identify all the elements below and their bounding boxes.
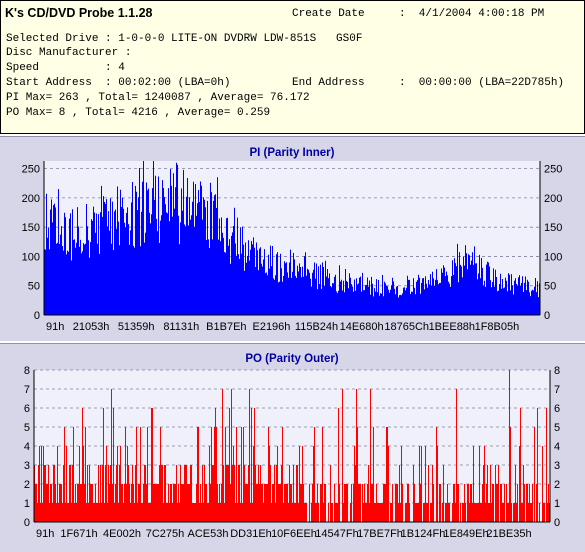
- y-tick-label-left: 0: [24, 517, 30, 529]
- y-tick-label-left: 1: [24, 498, 30, 510]
- po-summary: PO Max= 8 , Total= 4216 , Average= 0.259: [6, 107, 271, 119]
- y-tick-label-left: 200: [22, 193, 40, 205]
- x-tick-label: 4E002h: [103, 528, 141, 540]
- speed: Speed : 4: [6, 62, 125, 74]
- x-tick-label: ACE53h: [188, 528, 229, 540]
- pi-chart: PI (Parity Inner) 0 0 50 50 100 100 150 150 200 20…: [22, 147, 563, 333]
- end-address-label: End Address: [292, 77, 365, 89]
- y-tick-label-left: 2: [24, 479, 30, 491]
- y-tick-label-right: 7: [554, 384, 560, 396]
- chart-title: PI (Parity Inner): [250, 147, 335, 159]
- y-tick-label-left: 8: [24, 365, 30, 377]
- x-tick-label: DD31Eh: [230, 528, 272, 540]
- x-tick-label: 17BE7Fh: [357, 528, 403, 540]
- po-chart: PO (Parity Outer) 0 0 1 1 2 2 3 3 4 4 5 5 6 6 7 7 8 8 91h 1F…: [24, 353, 560, 540]
- y-tick-label-left: 150: [22, 222, 40, 234]
- pi-chart-panel: PI (Parity Inner) 0 0 50 50 100 100 150 150 200 20…: [0, 136, 585, 341]
- y-tick-label-right: 1: [554, 498, 560, 510]
- y-tick-label-right: 250: [544, 164, 562, 176]
- y-tick-label-left: 6: [24, 403, 30, 415]
- app-title: K's CD/DVD Probe 1.1.28: [5, 6, 153, 20]
- x-tick-label: E2196h: [252, 321, 290, 333]
- x-tick-label: 91h: [46, 321, 64, 333]
- y-tick-label-right: 8: [554, 365, 560, 377]
- info-panel: K's CD/DVD Probe 1.1.28 Create Date : 4/…: [0, 0, 585, 134]
- y-tick-label-left: 3: [24, 460, 30, 472]
- x-tick-label: 51359h: [118, 321, 155, 333]
- y-tick-label-right: 150: [544, 222, 562, 234]
- chart-title: PO (Parity Outer): [245, 353, 338, 365]
- pi-summary: PI Max= 263 , Total= 1240087 , Average= …: [6, 92, 310, 104]
- y-tick-label-left: 250: [22, 164, 40, 176]
- y-tick-label-left: 50: [28, 281, 40, 293]
- x-tick-label: 81131h: [163, 321, 199, 333]
- x-tick-label: 18765Ch: [384, 321, 429, 333]
- x-tick-label: 1B124Fh: [401, 528, 446, 540]
- create-date-value: : 4/1/2004 4:00:18 PM: [399, 8, 545, 20]
- y-tick-label-right: 5: [554, 422, 560, 434]
- x-tick-label: 91h: [36, 528, 54, 540]
- y-tick-label-right: 4: [554, 441, 560, 453]
- y-tick-label-right: 6: [554, 403, 560, 415]
- y-tick-label-right: 2: [554, 479, 560, 491]
- create-date-label: Create Date: [292, 8, 365, 20]
- x-tick-label: 21053h: [73, 321, 110, 333]
- start-address: Start Address : 00:02:00 (LBA=0h): [6, 77, 231, 89]
- disc-manufacturer: Disc Manufacturer :: [6, 47, 132, 59]
- x-tick-label: 10F6EEh: [271, 528, 317, 540]
- y-tick-label-left: 7: [24, 384, 30, 396]
- selected-drive: Selected Drive : 1-0-0-0 LITE-ON DVDRW L…: [6, 33, 363, 45]
- y-tick-label-left: 4: [24, 441, 30, 453]
- x-tick-label: 115B24h: [295, 321, 338, 333]
- y-tick-label-right: 50: [544, 281, 556, 293]
- x-tick-label: 1E849Eh: [443, 528, 488, 540]
- y-tick-label-left: 5: [24, 422, 30, 434]
- x-tick-label: 7C275h: [146, 528, 185, 540]
- y-tick-label-right: 0: [554, 517, 560, 529]
- y-tick-label-right: 3: [554, 460, 560, 472]
- x-tick-label: 14547Fh: [315, 528, 358, 540]
- end-address-value: : 00:00:00 (LBA=22D785h): [399, 77, 565, 89]
- x-tick-label: 1BEE88h: [429, 321, 475, 333]
- x-tick-label: 21BE35h: [486, 528, 531, 540]
- x-tick-label: 1F671h: [60, 528, 97, 540]
- y-tick-label-right: 200: [544, 193, 562, 205]
- y-tick-label-left: 0: [34, 310, 40, 322]
- x-tick-label: B1B7Eh: [206, 321, 246, 333]
- y-tick-label-right: 0: [544, 310, 550, 322]
- x-tick-label: 14E680h: [340, 321, 384, 333]
- x-tick-label: 1F8B05h: [475, 321, 520, 333]
- y-tick-label-left: 100: [22, 251, 40, 263]
- po-chart-panel: PO (Parity Outer) 0 0 1 1 2 2 3 3 4 4 5 5 6 6 7 7 8 8 91h 1F…: [0, 343, 585, 552]
- y-tick-label-right: 100: [544, 251, 562, 263]
